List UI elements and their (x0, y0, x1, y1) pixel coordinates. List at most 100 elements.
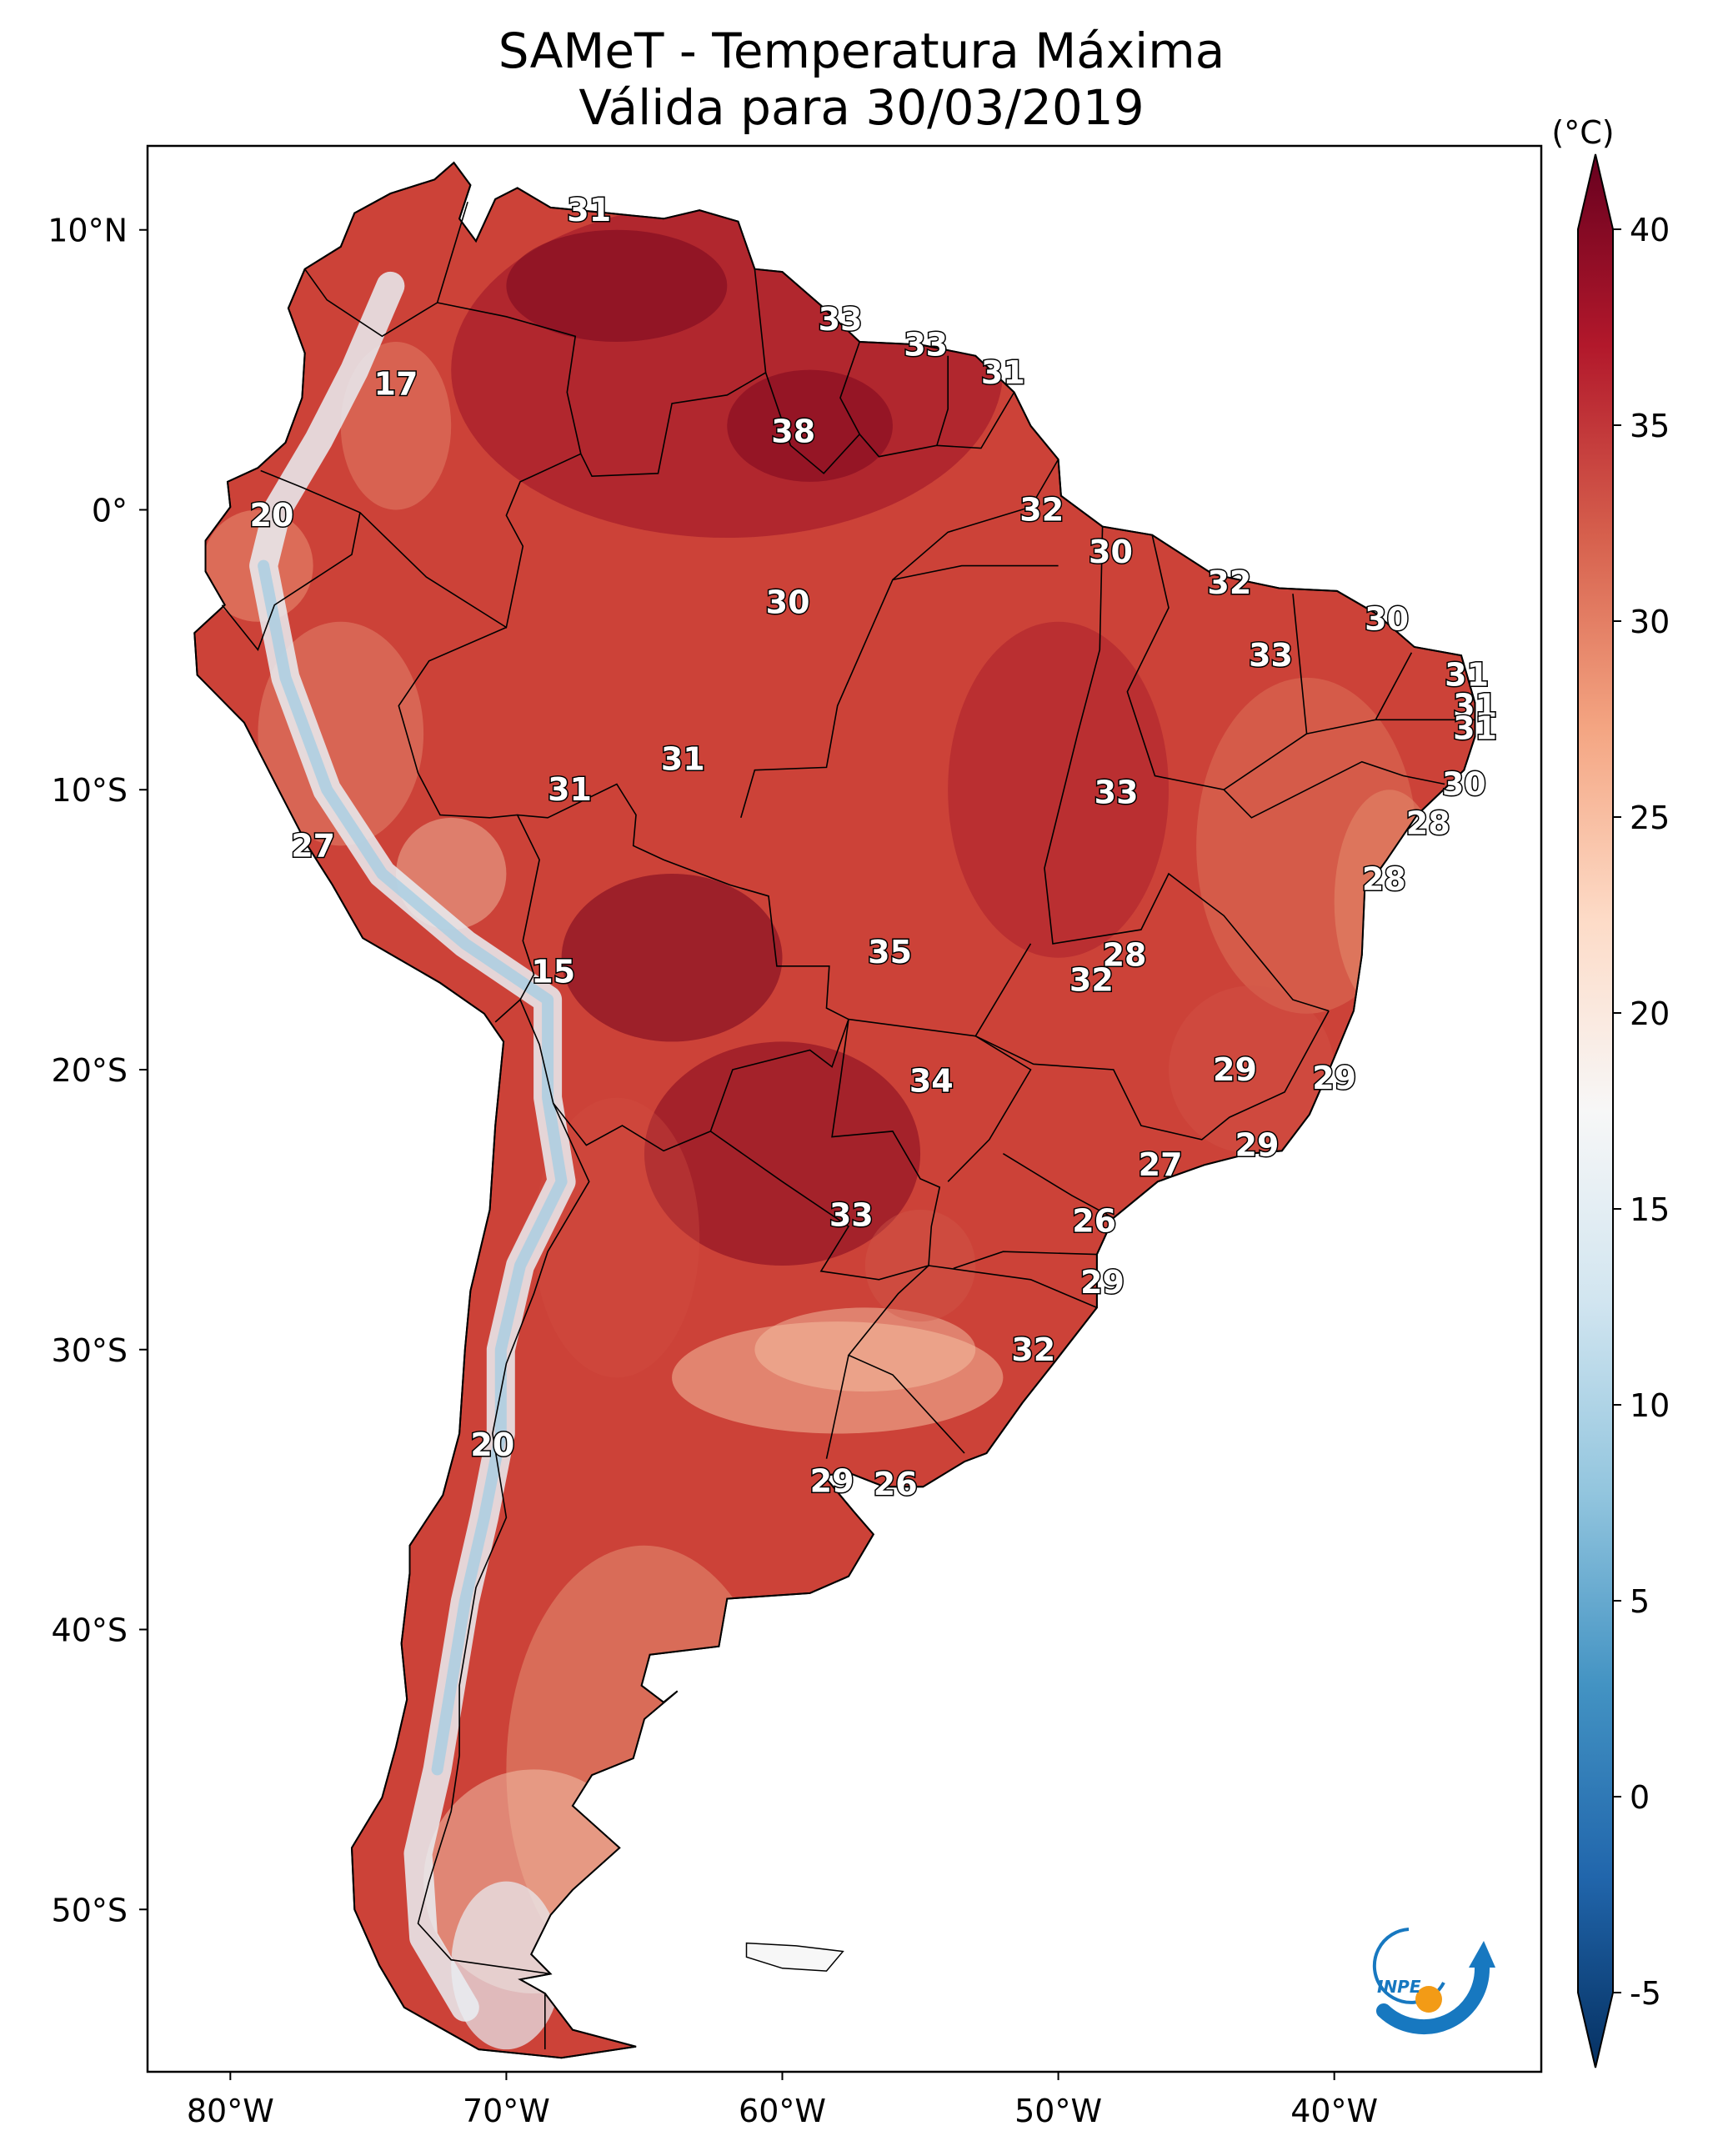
falkland-islands (745, 1942, 844, 1972)
coastline (193, 161, 1476, 2059)
temperature-label: 30 (766, 584, 810, 620)
map-frame (146, 144, 1543, 2073)
temperature-label: 28 (1406, 805, 1450, 842)
colorbar-body (1577, 153, 1614, 2068)
colorbar-unit: (°C) (1551, 114, 1614, 151)
lon-tick-label: 50°W (1014, 2093, 1102, 2129)
colorbar-tick-label: 5 (1630, 1583, 1650, 1620)
colorbar-tick-label: 20 (1630, 995, 1670, 1032)
temperature-label: 20 (250, 497, 294, 534)
border-line (839, 341, 860, 435)
field-blob (644, 1041, 921, 1266)
colorbar-tick-label: 40 (1630, 212, 1670, 248)
inpe-logo-text: INPE (1377, 1977, 1421, 1997)
field-blob (561, 873, 783, 1042)
field-blob (533, 1097, 700, 1378)
temperature-label: 26 (874, 1466, 918, 1502)
border-line (417, 1102, 590, 1975)
latitude-axis: 10°N 0° 10°S 20°S 30°S 40°S 50°S (48, 213, 148, 1928)
temperature-label: 20 (470, 1426, 514, 1463)
temperature-label: 32 (1207, 564, 1251, 601)
border-line (1223, 760, 1445, 819)
field-blob (754, 1307, 976, 1392)
lon-tick-label: 60°W (739, 2093, 826, 2129)
temperature-label: 30 (1089, 534, 1133, 570)
longitude-axis: 80°W 70°W 60°W 50°W 40°W (187, 2072, 1378, 2129)
temperature-label: 32 (1011, 1331, 1055, 1368)
temperature-label: 31 (1445, 657, 1489, 694)
temperature-label: 31 (661, 740, 705, 777)
border-line (398, 626, 540, 1023)
temperature-label: 31 (1453, 709, 1497, 746)
temperature-label: 29 (1312, 1060, 1356, 1096)
temperature-label: 33 (819, 301, 863, 338)
temperature-label: 38 (771, 413, 815, 449)
lat-tick-label: 50°S (52, 1892, 128, 1928)
field-blob (864, 1209, 976, 1322)
border-line (304, 201, 468, 338)
temperature-label: 33 (1094, 775, 1139, 811)
andes-cold-core (258, 559, 568, 1776)
temperature-field (203, 202, 1445, 2050)
temperature-label: 28 (1362, 861, 1406, 898)
temperature-label: 33 (829, 1197, 874, 1234)
border-line (764, 355, 949, 474)
temperature-label: 27 (291, 827, 335, 864)
border-line (936, 392, 1015, 449)
temperature-label: 29 (810, 1463, 854, 1500)
border-line (928, 1265, 1098, 1309)
colorbar-ticks: 40 35 30 25 20 15 10 5 0 -5 (1613, 212, 1670, 2012)
colorbar-tick-label: 30 (1630, 604, 1670, 640)
colorbar: 40 35 30 25 20 15 10 5 0 -5 (°C) (1551, 114, 1670, 2068)
temperature-label: 29 (1213, 1051, 1257, 1088)
lat-tick-label: 20°S (52, 1052, 128, 1089)
colorbar-tick-label: 35 (1630, 408, 1670, 444)
border-line (974, 943, 1330, 1141)
temperature-label: 26 (1072, 1202, 1116, 1239)
map-title-line1: SAMeT - Temperatura Máxima (498, 23, 1225, 79)
temperature-label: 34 (909, 1062, 954, 1099)
lat-tick-label: 30°S (52, 1332, 128, 1369)
temperature-label: 15 (531, 953, 575, 990)
colorbar-tick-label: 15 (1630, 1191, 1670, 1228)
temperature-label: 29 (1080, 1264, 1124, 1301)
border-line (953, 1251, 1097, 1270)
field-blob (340, 342, 452, 510)
lon-tick-label: 70°W (463, 2093, 550, 2129)
colorbar-tick-label: 10 (1630, 1387, 1670, 1424)
border-line (709, 1019, 941, 1281)
border-line (1002, 1153, 1114, 1219)
temperature-label: 33 (1249, 637, 1293, 674)
temperature-label: 31 (981, 354, 1025, 391)
temperature-label: 33 (904, 326, 948, 363)
temperature-label: 29 (1235, 1127, 1280, 1164)
country-borders (221, 201, 1475, 2050)
field-blob (506, 1545, 783, 1993)
border-line (825, 1355, 849, 1459)
inpe-logo: INPE (1372, 1928, 1495, 2035)
lon-tick-label: 80°W (187, 2093, 274, 2129)
border-line (892, 564, 1059, 581)
map-title-line2: Válida para 30/03/2019 (579, 79, 1144, 136)
border-line (740, 459, 1059, 819)
temperature-label: 35 (868, 934, 912, 970)
border-line (221, 512, 361, 652)
lon-tick-label: 40°W (1290, 2093, 1378, 2129)
field-blob (1169, 985, 1335, 1154)
border-line (1126, 534, 1308, 791)
temperature-label: 30 (1365, 600, 1409, 637)
colorbar-tick-label: 0 (1630, 1779, 1650, 1816)
border-line (1044, 526, 1330, 1012)
colorbar-tick-label: -5 (1630, 1975, 1661, 2012)
lat-tick-label: 10°S (52, 772, 128, 809)
temperature-label: 31 (548, 771, 592, 808)
temperature-label: 32 (1069, 962, 1114, 999)
border-line (437, 268, 767, 478)
temperature-label: 32 (1019, 491, 1064, 528)
field-blob (948, 621, 1170, 958)
colorbar-tick-label: 25 (1630, 800, 1670, 836)
temperature-label: 27 (1139, 1146, 1183, 1183)
temperature-label: 30 (1442, 766, 1486, 803)
field-blob (727, 369, 893, 482)
